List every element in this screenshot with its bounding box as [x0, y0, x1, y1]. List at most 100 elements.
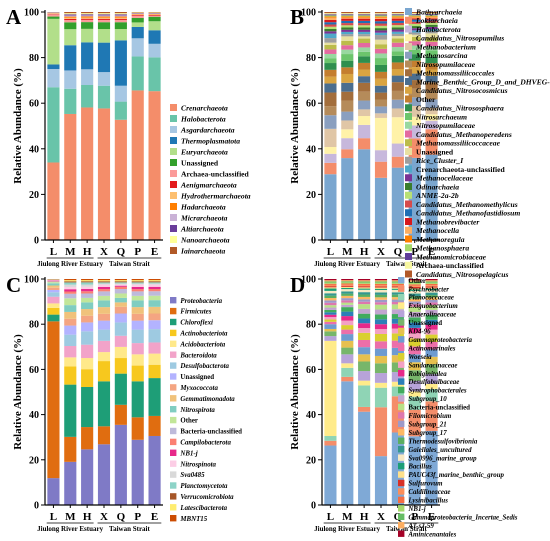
bar-segment	[324, 328, 337, 332]
bar-segment	[358, 51, 371, 57]
bar-segment	[81, 289, 94, 292]
bar-segment	[81, 14, 94, 16]
bar-segment	[358, 12, 371, 14]
bar-segment	[391, 340, 404, 348]
bar-segment	[64, 279, 77, 281]
bar-segment	[408, 73, 421, 81]
bar-segment	[341, 279, 354, 281]
bar-segment	[131, 365, 144, 382]
bar-segment	[408, 296, 421, 299]
bar-segment	[64, 286, 77, 290]
legend-label: Caldilineaceae	[408, 489, 450, 496]
bar-segment	[408, 23, 421, 27]
legend-swatch	[398, 344, 405, 351]
bar-segment	[114, 322, 127, 336]
bar-segment	[131, 14, 144, 16]
bar-segment	[425, 356, 438, 365]
bar-segment	[114, 18, 127, 20]
bar-segment	[341, 49, 354, 55]
bar-segment	[374, 32, 388, 36]
bar-segment	[148, 282, 161, 284]
legend-label: Methanocella	[415, 226, 459, 235]
bar-segment	[374, 363, 388, 374]
legend-swatch	[170, 515, 177, 522]
bar-segment	[425, 341, 438, 350]
bar-segment	[114, 14, 127, 16]
bar-segment	[408, 290, 421, 294]
bar-segment	[374, 92, 388, 100]
bar-segment	[425, 12, 438, 14]
legend: Crenarchaeota Halobacterota Asgardarchaeot…	[170, 103, 251, 255]
bar-segment	[97, 12, 111, 14]
bar-segment	[425, 297, 438, 300]
bar-segment	[97, 18, 111, 20]
bar-segment	[358, 301, 371, 305]
bar-segment	[374, 30, 388, 33]
bar-segment	[324, 290, 337, 294]
legend-swatch	[405, 121, 412, 129]
x-tick-label: Q	[394, 246, 403, 258]
legend-label: Desulfobulbaceae	[407, 379, 459, 386]
bar-segment	[47, 283, 60, 286]
bar-segment	[341, 381, 354, 505]
bar-segment	[408, 293, 421, 297]
legend-label: Gammaproteobacteria_Incertae_Sedis	[408, 514, 517, 521]
x-tick-label: P	[411, 246, 418, 258]
bar-segment	[391, 333, 404, 341]
bar-segment	[408, 19, 421, 22]
bar-segment	[341, 347, 354, 355]
legend-swatch	[170, 137, 177, 144]
bar-segment	[131, 313, 144, 321]
legend-swatch	[398, 522, 405, 529]
bar-segment	[358, 323, 371, 329]
bar-segment	[391, 289, 404, 293]
x-tick-label: X	[100, 511, 108, 523]
bar-segment	[341, 300, 354, 303]
bar-segment	[358, 18, 371, 21]
y-tick-label: 20	[29, 190, 39, 201]
bar-segment	[408, 288, 421, 290]
legend-swatch	[398, 454, 405, 461]
bar-segment	[425, 114, 438, 121]
bar-segment	[81, 42, 94, 70]
bar-segment	[97, 19, 111, 23]
bar-segment	[408, 298, 421, 302]
legend-swatch	[398, 285, 405, 292]
bar-segment	[374, 341, 388, 349]
bar-segment	[358, 283, 371, 285]
bar-segment	[81, 107, 94, 240]
bar-segment	[114, 40, 127, 86]
legend-swatch	[398, 327, 405, 335]
bar-segment	[341, 82, 354, 92]
bar-segment	[148, 313, 161, 321]
bar-segment	[114, 313, 127, 323]
bar-segment	[148, 435, 161, 505]
bar-segment	[324, 24, 337, 27]
bar-segment	[374, 64, 388, 72]
bar-segment	[425, 383, 438, 389]
bar-segment	[374, 280, 388, 282]
bar-segment	[81, 19, 94, 23]
bar-segment	[81, 315, 94, 323]
bar-segment	[391, 297, 404, 300]
bar-segment	[374, 314, 388, 320]
bar-segment	[358, 411, 371, 505]
bar-segment	[341, 111, 354, 121]
bar-segment	[81, 386, 94, 428]
bar-segment	[341, 282, 354, 284]
bar-segment	[324, 286, 337, 288]
bar-segment	[81, 279, 94, 281]
bar-segment	[324, 295, 337, 299]
bar-segment	[81, 12, 94, 14]
legend-swatch	[170, 214, 177, 221]
region-label-taiwan: Taiwan Strait	[386, 525, 427, 533]
bar-segment	[425, 295, 438, 298]
bar-segment	[374, 387, 388, 408]
bar-segment	[391, 304, 404, 310]
y-tick-label: 20	[306, 190, 316, 201]
bar-segment	[374, 348, 388, 356]
bar-segment	[64, 357, 77, 367]
bar-segment	[341, 16, 354, 18]
bar-segment	[131, 417, 144, 440]
bar-segment	[81, 281, 94, 283]
